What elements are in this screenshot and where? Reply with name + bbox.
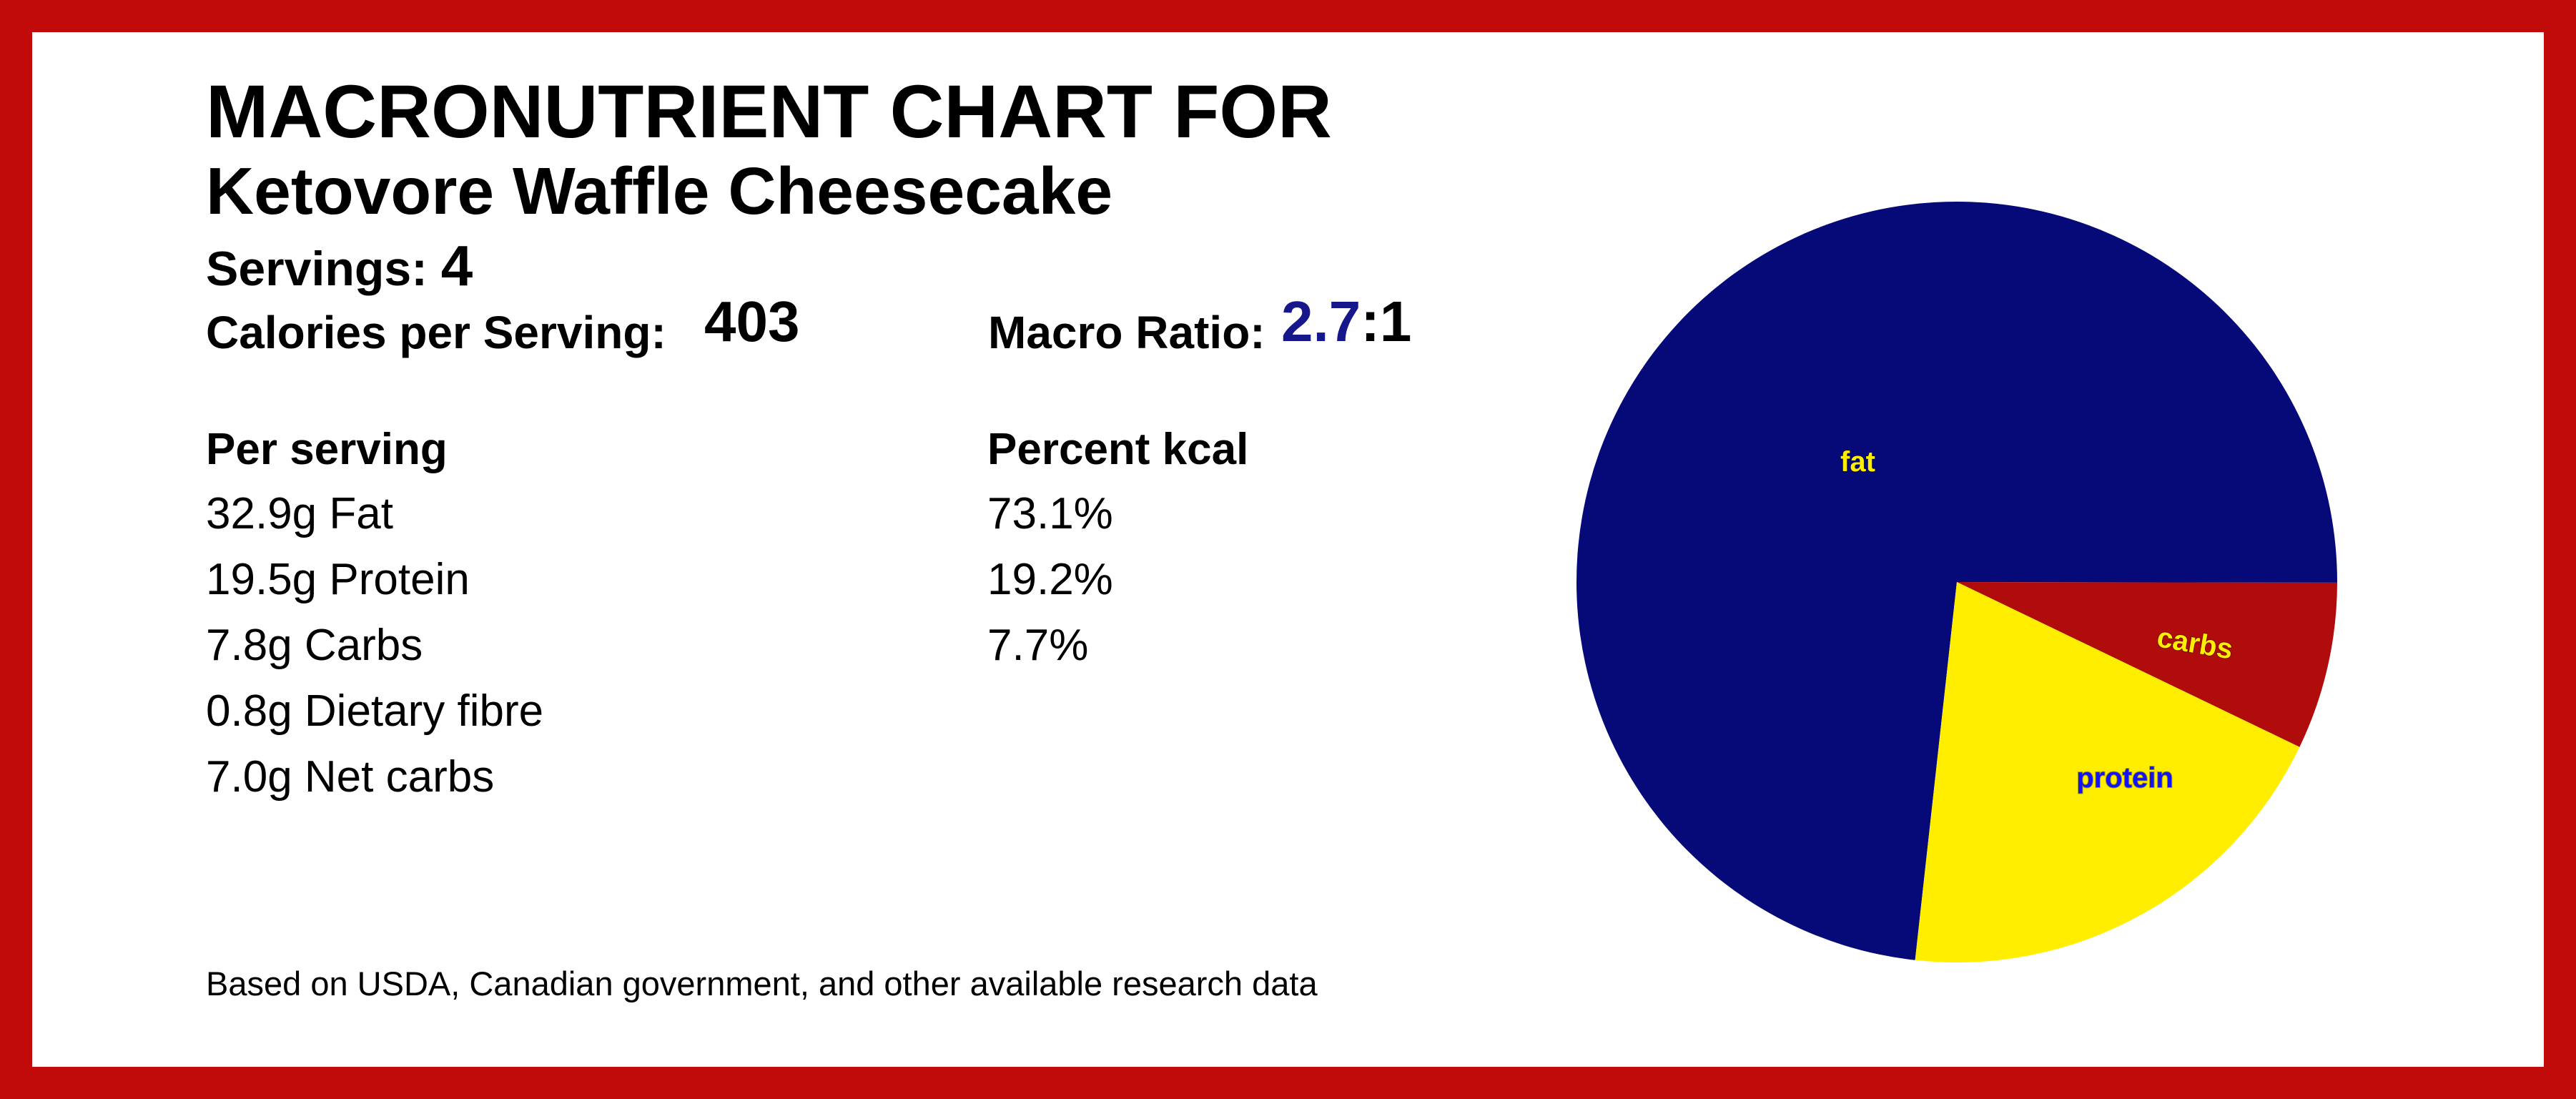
svg-text:fat: fat bbox=[1840, 446, 1875, 478]
svg-text:protein: protein bbox=[2076, 762, 2173, 794]
svg-text:carbs: carbs bbox=[2155, 621, 2236, 665]
